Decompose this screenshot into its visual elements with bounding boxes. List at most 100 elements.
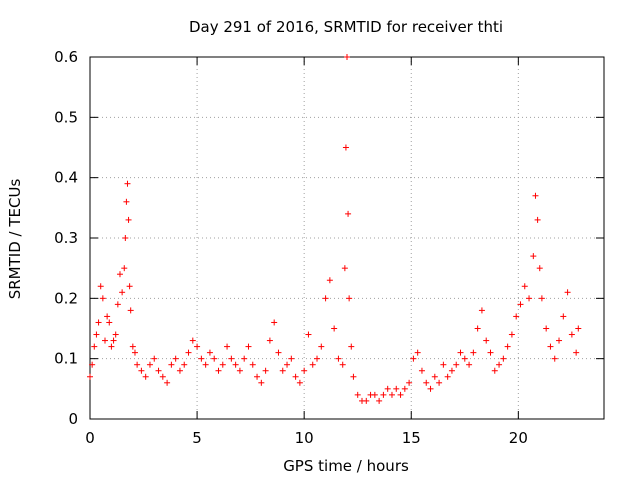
data-point (388, 391, 395, 398)
y-tick-label: 0.4 (54, 169, 78, 187)
data-point (470, 349, 477, 356)
data-point (444, 373, 451, 380)
data-point (500, 355, 507, 362)
data-point (123, 198, 130, 205)
data-point (384, 385, 391, 392)
data-point (91, 343, 98, 350)
data-point (116, 271, 123, 278)
data-point (423, 379, 430, 386)
data-point (249, 361, 256, 368)
data-point (491, 367, 498, 374)
data-point (305, 331, 312, 338)
data-point (517, 301, 524, 308)
x-tick-label: 10 (295, 429, 314, 447)
data-point (363, 397, 370, 404)
data-point (146, 361, 153, 368)
y-tick-label: 0.2 (54, 289, 78, 307)
data-point (342, 144, 349, 151)
data-point (215, 367, 222, 374)
data-point (461, 355, 468, 362)
data-point (344, 54, 350, 60)
data-point (104, 313, 111, 320)
data-point (560, 313, 567, 320)
data-point (397, 391, 404, 398)
data-point (322, 295, 329, 302)
data-point (504, 343, 511, 350)
data-point (457, 349, 464, 356)
x-tick-label: 0 (85, 429, 95, 447)
data-point (219, 361, 226, 368)
data-point (568, 331, 575, 338)
data-point (258, 379, 265, 386)
grid-lines (90, 57, 604, 419)
data-point (466, 361, 473, 368)
data-point (418, 367, 425, 374)
data-point (314, 355, 321, 362)
data-point (331, 325, 338, 332)
data-point (124, 180, 131, 187)
data-point (164, 379, 171, 386)
data-point (575, 325, 582, 332)
data-point (129, 343, 136, 350)
data-point (292, 373, 299, 380)
data-point (172, 355, 179, 362)
data-point (126, 283, 133, 290)
data-point (354, 391, 361, 398)
data-point (538, 295, 545, 302)
data-point (371, 391, 378, 398)
data-point (341, 265, 348, 272)
data-point (393, 385, 400, 392)
data-point (284, 361, 291, 368)
data-point (271, 319, 278, 326)
data-point (224, 343, 231, 350)
data-point (101, 337, 108, 344)
data-point (483, 337, 490, 344)
data-point (453, 361, 460, 368)
data-point (95, 319, 102, 326)
x-tick-label: 20 (509, 429, 528, 447)
data-point (410, 355, 417, 362)
y-tick-label: 0.6 (54, 48, 78, 66)
data-point (110, 337, 117, 344)
data-point (93, 331, 100, 338)
data-point (262, 367, 269, 374)
data-point (348, 343, 355, 350)
data-point (335, 355, 342, 362)
data-point (318, 343, 325, 350)
data-point (556, 337, 563, 344)
data-point (108, 343, 115, 350)
data-point (206, 349, 213, 356)
data-point (345, 210, 352, 217)
data-point (427, 385, 434, 392)
y-tick-label: 0.5 (54, 108, 78, 126)
data-point (159, 373, 166, 380)
data-point (181, 361, 188, 368)
data-point (168, 361, 175, 368)
data-point (436, 379, 443, 386)
data-point (279, 367, 286, 374)
data-point (176, 367, 183, 374)
data-point (97, 283, 104, 290)
y-tick-label: 0 (68, 410, 78, 428)
data-point (114, 301, 121, 308)
data-point (496, 361, 503, 368)
data-point (431, 373, 438, 380)
data-point (478, 307, 485, 314)
data-point (573, 349, 580, 356)
data-point (232, 361, 239, 368)
axis-ticks: 0 0.1 0.2 0.3 0.4 0.5 0.6 0 5 10 15 20 (54, 48, 604, 447)
data-point (547, 343, 554, 350)
data-point (122, 235, 129, 241)
data-point (211, 355, 218, 362)
data-point (127, 307, 134, 314)
data-point (241, 355, 248, 362)
data-point (301, 367, 308, 374)
data-point (142, 373, 149, 380)
data-point (532, 192, 539, 199)
data-point (275, 349, 282, 356)
y-axis-label: SRMTID / TECUs (6, 179, 24, 300)
x-tick-label: 5 (192, 429, 202, 447)
y-tick-label: 0.1 (54, 350, 78, 368)
data-point (564, 289, 571, 296)
data-point (155, 367, 162, 374)
